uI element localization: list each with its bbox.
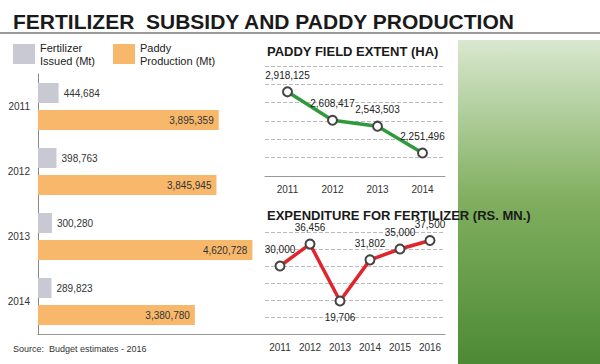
svg-text:4,620,728: 4,620,728 (203, 245, 248, 256)
svg-text:2,543,503: 2,543,503 (355, 104, 400, 115)
svg-text:Issued (Mt): Issued (Mt) (40, 55, 95, 67)
svg-text:2,251,496: 2,251,496 (400, 131, 445, 142)
svg-text:3,845,945: 3,845,945 (167, 180, 212, 191)
svg-text:EXPENDITURE FOR FERTILIZER (RS: EXPENDITURE FOR FERTILIZER (RS. MN.) (267, 208, 531, 223)
svg-text:2011: 2011 (269, 342, 291, 353)
svg-text:2014: 2014 (8, 296, 31, 307)
svg-text:2013: 2013 (8, 231, 31, 242)
svg-text:Production (Mt): Production (Mt) (140, 55, 215, 67)
svg-text:31,802: 31,802 (355, 238, 386, 249)
svg-text:35,000: 35,000 (385, 227, 416, 238)
svg-text:2011: 2011 (8, 101, 30, 112)
svg-text:289,823: 289,823 (56, 283, 93, 294)
svg-text:30,000: 30,000 (265, 244, 296, 255)
svg-text:37,500: 37,500 (414, 218, 446, 230)
svg-text:444,684: 444,684 (64, 88, 101, 99)
svg-text:Source: Budget estimates - 20: Source: Budget estimates - 2016 (13, 344, 147, 354)
svg-text:Fertilizer: Fertilizer (40, 42, 83, 54)
svg-text:2014: 2014 (411, 184, 434, 195)
svg-text:PADDY FIELD EXTENT (HA): PADDY FIELD EXTENT (HA) (267, 44, 438, 59)
svg-text:2012: 2012 (8, 166, 31, 177)
svg-text:2013: 2013 (329, 342, 352, 353)
svg-text:300,280: 300,280 (57, 218, 94, 229)
svg-text:3,380,780: 3,380,780 (145, 310, 190, 321)
svg-text:2,918,125: 2,918,125 (265, 70, 310, 81)
svg-text:398,763: 398,763 (62, 153, 99, 164)
svg-text:2013: 2013 (366, 184, 389, 195)
svg-text:2014: 2014 (359, 342, 382, 353)
svg-text:2,608,417: 2,608,417 (310, 98, 355, 109)
svg-text:3,895,359: 3,895,359 (169, 115, 214, 126)
svg-text:19,706: 19,706 (325, 312, 356, 323)
svg-text:36,456: 36,456 (295, 222, 326, 233)
svg-text:Paddy: Paddy (140, 42, 172, 54)
svg-text:2011: 2011 (277, 184, 299, 195)
svg-text:FERTILIZER SUBSIDY AND PADDY: FERTILIZER SUBSIDY AND PADDY PRODUCTION (13, 10, 514, 33)
svg-text:2012: 2012 (321, 184, 344, 195)
svg-text:2016: 2016 (419, 342, 442, 353)
svg-text:2012: 2012 (299, 342, 322, 353)
svg-text:2015: 2015 (389, 342, 412, 353)
